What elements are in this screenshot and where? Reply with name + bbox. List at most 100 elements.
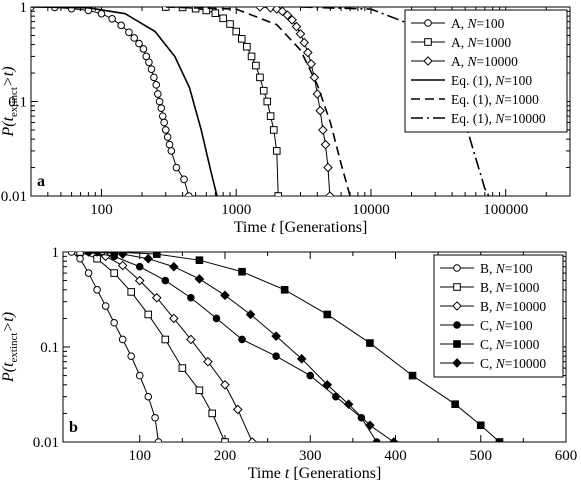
data-point-b-0 [67, 252, 76, 256]
legend-label-a-2: A, N=10000 [451, 54, 518, 69]
legend-label-var: N [494, 111, 505, 126]
series-line-b-2 [88, 252, 253, 442]
data-point-a-0 [135, 39, 143, 48]
legend-label-prefix: C, [480, 318, 496, 333]
data-point-a-1 [269, 126, 278, 134]
legend-label-b-4: C, N=1000 [480, 337, 540, 352]
legend-label-prefix: C, [480, 337, 496, 352]
data-point-b-4 [195, 256, 204, 264]
data-point-a-2 [287, 15, 297, 25]
legend-label-a-3: Eq. (1), N=100 [451, 73, 532, 88]
data-point-a-1 [202, 7, 211, 15]
data-point-a-2 [303, 47, 313, 58]
legend-label-suffix: =100 [504, 73, 532, 88]
data-point-b-4 [408, 371, 417, 380]
data-point-a-2 [324, 191, 335, 196]
data-point-a-2 [255, 7, 265, 12]
legend-label-var: N [495, 356, 506, 371]
data-point-b-1 [161, 335, 170, 344]
data-point-b-3 [372, 438, 381, 442]
legend-label-prefix: B, [480, 261, 496, 276]
data-point-b-5 [220, 290, 230, 301]
data-point-b-4 [451, 400, 459, 408]
data-point-b-3 [357, 413, 366, 422]
data-point-b-0 [76, 254, 84, 263]
data-point-b-2 [247, 437, 258, 442]
y-tick-label-a: 0.1 [8, 95, 27, 111]
legend-label-var: N [467, 16, 478, 31]
legend-marker-b-4 [453, 340, 461, 348]
series-a-3 [31, 7, 218, 196]
x-tick-label-b: 600 [555, 448, 578, 464]
data-point-a-1 [266, 112, 275, 120]
data-point-b-3 [161, 276, 170, 285]
data-point-a-2 [306, 59, 316, 69]
data-point-b-5 [143, 253, 154, 264]
data-point-a-0 [161, 126, 170, 134]
legend-label-b-5: C, N=10000 [480, 356, 546, 371]
legend-label-prefix: A, [451, 54, 468, 69]
data-point-a-2 [320, 139, 331, 150]
x-tick-label-b: 300 [299, 448, 322, 464]
data-point-b-3 [272, 352, 280, 361]
data-point-a-0 [155, 97, 164, 106]
data-point-b-4 [495, 438, 504, 442]
data-point-a-0 [150, 73, 158, 82]
legend-box-a [404, 9, 568, 133]
y-tick-label-b: 1 [52, 245, 60, 261]
data-point-b-2 [151, 292, 162, 303]
data-point-a-0 [157, 104, 166, 112]
x-axis-title-prefix: Time [248, 465, 285, 480]
y-axis-title-a: P(textinct>t) [0, 66, 20, 137]
series-a-1 [161, 7, 283, 196]
data-point-a-0 [117, 21, 125, 30]
data-point-b-4 [323, 310, 332, 319]
data-point-a-1 [247, 52, 256, 61]
series-b-1 [76, 252, 229, 442]
data-point-b-2 [169, 313, 179, 324]
series-line-a-0 [31, 7, 190, 196]
legend-label-suffix: =1000 [505, 280, 540, 295]
data-point-a-0 [158, 112, 167, 120]
x-tick-label-b: 100 [128, 448, 151, 464]
data-point-a-1 [226, 20, 234, 28]
data-point-a-0 [130, 34, 139, 42]
legend-label-suffix: =1000 [477, 35, 512, 50]
x-tick-label-a: 1000 [221, 202, 251, 218]
data-point-a-0 [152, 81, 161, 89]
data-point-b-5 [194, 274, 205, 284]
legend-label-b-0: B, N=100 [480, 261, 533, 276]
y-axis-title-sub: extinct [8, 87, 20, 117]
legend-label-b-3: C, N=100 [480, 318, 533, 333]
legend-label-var: N [467, 35, 478, 50]
data-point-a-2 [291, 21, 302, 32]
legend-label-suffix: =10000 [505, 299, 547, 314]
legend-label-suffix: =10000 [505, 356, 547, 371]
x-tick-label-b: 500 [469, 448, 492, 464]
data-point-a-2 [315, 105, 325, 116]
series-line-b-3 [88, 252, 378, 442]
data-point-b-2 [100, 252, 111, 262]
legend-label-prefix: Eq. (1), [451, 92, 495, 107]
legend-marker-a-0 [424, 19, 432, 27]
legend-marker-a-2 [423, 56, 433, 66]
x-axis-title-b: Time t [Generations] [248, 465, 382, 480]
y-tick-label-a: 1 [20, 0, 28, 16]
data-point-b-5 [343, 399, 354, 410]
data-point-b-5 [388, 437, 399, 442]
legend-label-var: N [495, 280, 506, 295]
data-point-b-0 [101, 302, 110, 310]
data-point-b-0 [93, 286, 101, 294]
legend-label-prefix: A, [451, 35, 468, 50]
chart-panel-a: 100 1000 10000 100000 1 0.1 0.01 Time t [Genera… [0, 0, 571, 236]
data-point-a-0 [165, 140, 174, 149]
data-point-b-5 [245, 309, 256, 320]
data-point-a-0 [180, 175, 188, 184]
data-point-b-5 [117, 252, 128, 259]
data-point-b-0 [151, 413, 159, 422]
y-tick-label-a: 0.01 [1, 189, 27, 205]
series-b-5 [92, 252, 399, 442]
series-a-4 [165, 7, 351, 196]
